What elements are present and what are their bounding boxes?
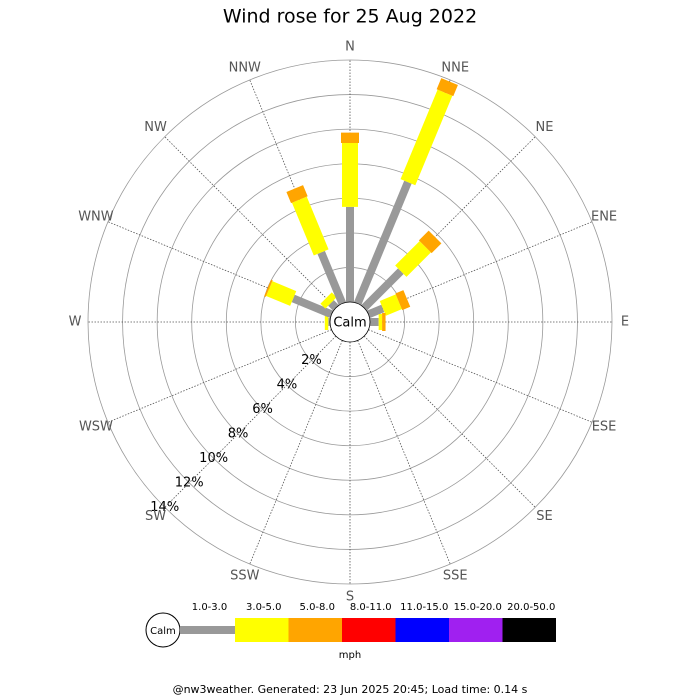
spoke [164, 136, 337, 309]
spoke [368, 329, 593, 423]
direction-label: NE [535, 120, 553, 135]
chart-title: Wind rose for 25 Aug 2022 [223, 6, 477, 28]
spoke [357, 340, 451, 565]
wind-segment [291, 294, 334, 319]
wind-segment [317, 250, 347, 306]
wind-segment [341, 132, 359, 143]
wind-segment [395, 241, 431, 277]
direction-label: SE [536, 509, 552, 524]
wind-segment [361, 268, 404, 311]
wind-segment [291, 196, 329, 256]
legend-label: 8.0-11.0 [350, 602, 392, 613]
legend-swatch [180, 626, 235, 634]
ring-label: 10% [199, 451, 228, 466]
direction-label: E [621, 315, 629, 330]
wind-segment [328, 318, 330, 326]
legend-swatch [288, 618, 342, 642]
spoke [107, 329, 332, 423]
legend-label: 15.0-20.0 [454, 602, 502, 613]
ring [156, 128, 544, 516]
legend-label: 5.0-8.0 [300, 602, 335, 613]
direction-label: NNE [441, 60, 469, 75]
wind-segment [324, 314, 329, 330]
calm-label: Calm [333, 316, 366, 331]
direction-label: SSW [230, 569, 260, 584]
wind-segment [436, 78, 458, 97]
direction-label: SW [145, 509, 166, 524]
spoke [363, 335, 536, 508]
legend-swatch [342, 618, 396, 642]
direction-label: NW [144, 120, 167, 135]
direction-label: ENE [591, 209, 617, 224]
legend-label: 20.0-50.0 [507, 602, 555, 613]
wind-segment [286, 185, 308, 204]
legend-swatch [502, 618, 556, 642]
legend-label: 11.0-15.0 [400, 602, 448, 613]
direction-label: N [345, 40, 355, 55]
wind-segment [366, 304, 385, 319]
direction-label: ESE [592, 420, 617, 435]
legend-swatch [235, 618, 289, 642]
ring-label: 2% [301, 353, 322, 368]
wind-segment [346, 206, 354, 302]
ring [87, 59, 613, 585]
wind-segment [264, 279, 273, 297]
wind-segment [342, 142, 358, 207]
spoke [249, 340, 343, 565]
legend-swatch [395, 618, 449, 642]
legend-swatch [449, 618, 503, 642]
wind-segment [379, 294, 402, 316]
wind-segment [370, 318, 379, 326]
wind-segment [266, 281, 297, 306]
direction-label: S [346, 590, 354, 605]
footer: @nw3weather. Generated: 23 Jun 2025 20:4… [173, 683, 528, 696]
legend-label: 1.0-3.0 [192, 602, 227, 613]
ring-label: 14% [150, 500, 179, 515]
calm-circle [329, 301, 371, 343]
direction-label: WSW [79, 420, 113, 435]
ring-label: 6% [252, 402, 273, 417]
direction-label: NNW [229, 60, 261, 75]
wind-segment [395, 290, 411, 311]
spoke [164, 335, 337, 508]
wind-segment [353, 180, 412, 306]
legend-unit: mph [339, 650, 361, 661]
direction-label: SSE [443, 569, 468, 584]
legend-calm: Calm [150, 626, 176, 637]
wind-segment [320, 292, 337, 309]
wind-segment [382, 313, 386, 331]
wind-segment [400, 89, 453, 186]
direction-label: WNW [78, 209, 114, 224]
wind-segment [418, 230, 442, 254]
wind-segment [328, 300, 339, 311]
legend-label: 3.0-5.0 [246, 602, 281, 613]
wind-segment [378, 314, 383, 330]
direction-label: W [69, 315, 82, 330]
